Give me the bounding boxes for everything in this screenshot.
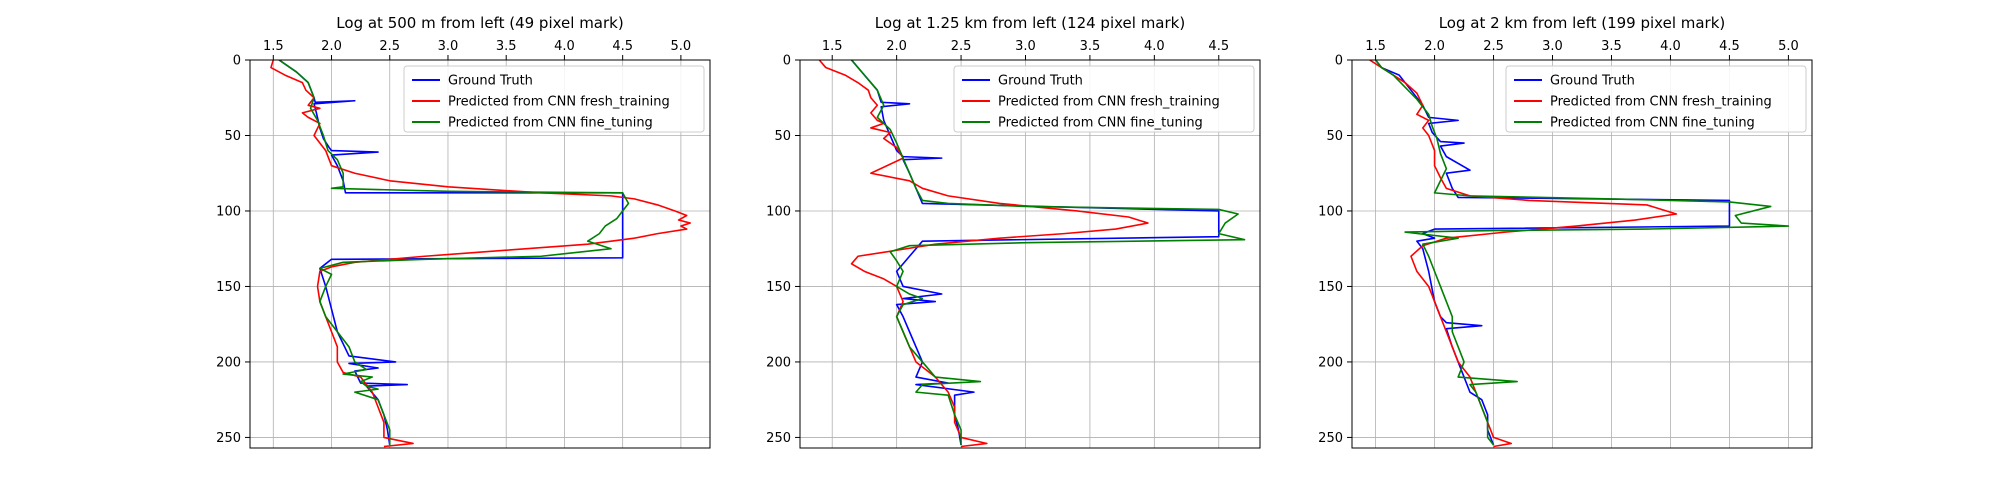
series-line-ground-truth bbox=[278, 60, 624, 446]
x-tick-label: 4.5 bbox=[612, 39, 633, 54]
legend-label: Predicted from CNN fine_tuning bbox=[998, 116, 1203, 131]
chart-panel-3: 1.5 2.0 2.5 3.0 3.5 4.0 4.5 5.0 0 50 100 150 200 250 L… bbox=[1318, 14, 1813, 449]
series-group bbox=[818, 60, 1246, 448]
x-tick-label: 3.0 bbox=[1542, 39, 1563, 54]
x-tick-label: 4.5 bbox=[1719, 39, 1740, 54]
y-tick-label: 250 bbox=[1318, 431, 1343, 446]
chart-title: Log at 2 km from left (199 pixel mark) bbox=[1439, 14, 1726, 32]
y-tick-label: 50 bbox=[774, 129, 791, 144]
series-line-predicted-from-cnn-fresh-training bbox=[1369, 60, 1678, 448]
y-tick-label: 100 bbox=[1318, 204, 1343, 219]
y-tick-label: 200 bbox=[216, 355, 241, 370]
legend: Ground Truth Predicted from CNN fresh_tra… bbox=[403, 65, 705, 133]
chart-panel-2: 1.5 2.0 2.5 3.0 3.5 4.0 4.5 0 50 100 150 200 250 Log … bbox=[766, 14, 1261, 449]
y-tick-label: 0 bbox=[1335, 54, 1343, 69]
series-group bbox=[1369, 60, 1790, 448]
x-tick-label: 1.5 bbox=[822, 39, 843, 54]
x-tick-label: 4.0 bbox=[1144, 39, 1165, 54]
y-tick-label: 250 bbox=[766, 431, 791, 446]
series-line-predicted-from-cnn-fine-tuning bbox=[278, 60, 630, 445]
x-tick-label: 5.0 bbox=[671, 39, 692, 54]
series-line-predicted-from-cnn-fine-tuning bbox=[850, 60, 1246, 445]
x-tick-label: 2.0 bbox=[321, 39, 342, 54]
x-tick-label: 2.5 bbox=[951, 39, 972, 54]
series-group bbox=[270, 60, 691, 448]
x-tick-label: 5.0 bbox=[1778, 39, 1799, 54]
y-tick-label: 150 bbox=[1318, 280, 1343, 295]
axes-frame bbox=[799, 59, 1261, 449]
series-line-predicted-from-cnn-fresh-training bbox=[270, 60, 691, 448]
chart-panel-1: 1.5 2.0 2.5 3.0 3.5 4.0 4.5 5.0 0 50 100 150 200 250 L… bbox=[216, 14, 711, 449]
x-tick-label: 3.0 bbox=[438, 39, 459, 54]
x-tick-label: 1.5 bbox=[1365, 39, 1386, 54]
x-tick-label: 3.5 bbox=[1601, 39, 1622, 54]
legend-box bbox=[1505, 65, 1807, 133]
x-tick-label: 3.5 bbox=[496, 39, 517, 54]
y-tick-label: 100 bbox=[216, 204, 241, 219]
legend: Ground Truth Predicted from CNN fresh_tra… bbox=[1505, 65, 1807, 133]
y-tick-label: 150 bbox=[216, 280, 241, 295]
axes-frame bbox=[249, 59, 711, 449]
y-tick-label: 0 bbox=[233, 54, 241, 69]
legend-label: Predicted from CNN fresh_training bbox=[448, 95, 670, 110]
x-tick-label: 2.5 bbox=[379, 39, 400, 54]
legend-box bbox=[953, 65, 1255, 133]
legend-label: Predicted from CNN fine_tuning bbox=[448, 116, 653, 131]
x-tick-label: 2.0 bbox=[886, 39, 907, 54]
legend: Ground Truth Predicted from CNN fresh_tra… bbox=[953, 65, 1255, 133]
legend-label: Predicted from CNN fresh_training bbox=[998, 95, 1220, 110]
x-tick-label: 4.5 bbox=[1208, 39, 1229, 54]
y-tick-label: 50 bbox=[1326, 129, 1343, 144]
legend-label: Predicted from CNN fresh_training bbox=[1550, 95, 1772, 110]
legend-label: Ground Truth bbox=[448, 74, 533, 89]
chart-title: Log at 500 m from left (49 pixel mark) bbox=[336, 14, 623, 32]
y-tick-label: 100 bbox=[766, 204, 791, 219]
y-tick-label: 200 bbox=[766, 355, 791, 370]
series-line-ground-truth bbox=[850, 60, 1220, 446]
legend-label: Ground Truth bbox=[1550, 74, 1635, 89]
y-tick-label: 150 bbox=[766, 280, 791, 295]
x-tick-label: 3.5 bbox=[1080, 39, 1101, 54]
x-tick-label: 1.5 bbox=[263, 39, 284, 54]
x-tick-label: 2.0 bbox=[1424, 39, 1445, 54]
x-tick-label: 4.0 bbox=[1660, 39, 1681, 54]
y-tick-label: 200 bbox=[1318, 355, 1343, 370]
x-tick-label: 4.0 bbox=[554, 39, 575, 54]
x-tick-label: 2.5 bbox=[1483, 39, 1504, 54]
y-tick-label: 0 bbox=[783, 54, 791, 69]
series-line-predicted-from-cnn-fresh-training bbox=[818, 60, 1149, 448]
y-tick-label: 250 bbox=[216, 431, 241, 446]
legend-box bbox=[403, 65, 705, 133]
chart-title: Log at 1.25 km from left (124 pixel mark… bbox=[875, 14, 1185, 32]
x-tick-label: 3.0 bbox=[1015, 39, 1036, 54]
y-tick-label: 50 bbox=[224, 129, 241, 144]
axes-frame bbox=[1351, 59, 1813, 449]
legend-label: Ground Truth bbox=[998, 74, 1083, 89]
legend-label: Predicted from CNN fine_tuning bbox=[1550, 116, 1755, 131]
series-line-predicted-from-cnn-fine-tuning bbox=[1374, 60, 1790, 446]
